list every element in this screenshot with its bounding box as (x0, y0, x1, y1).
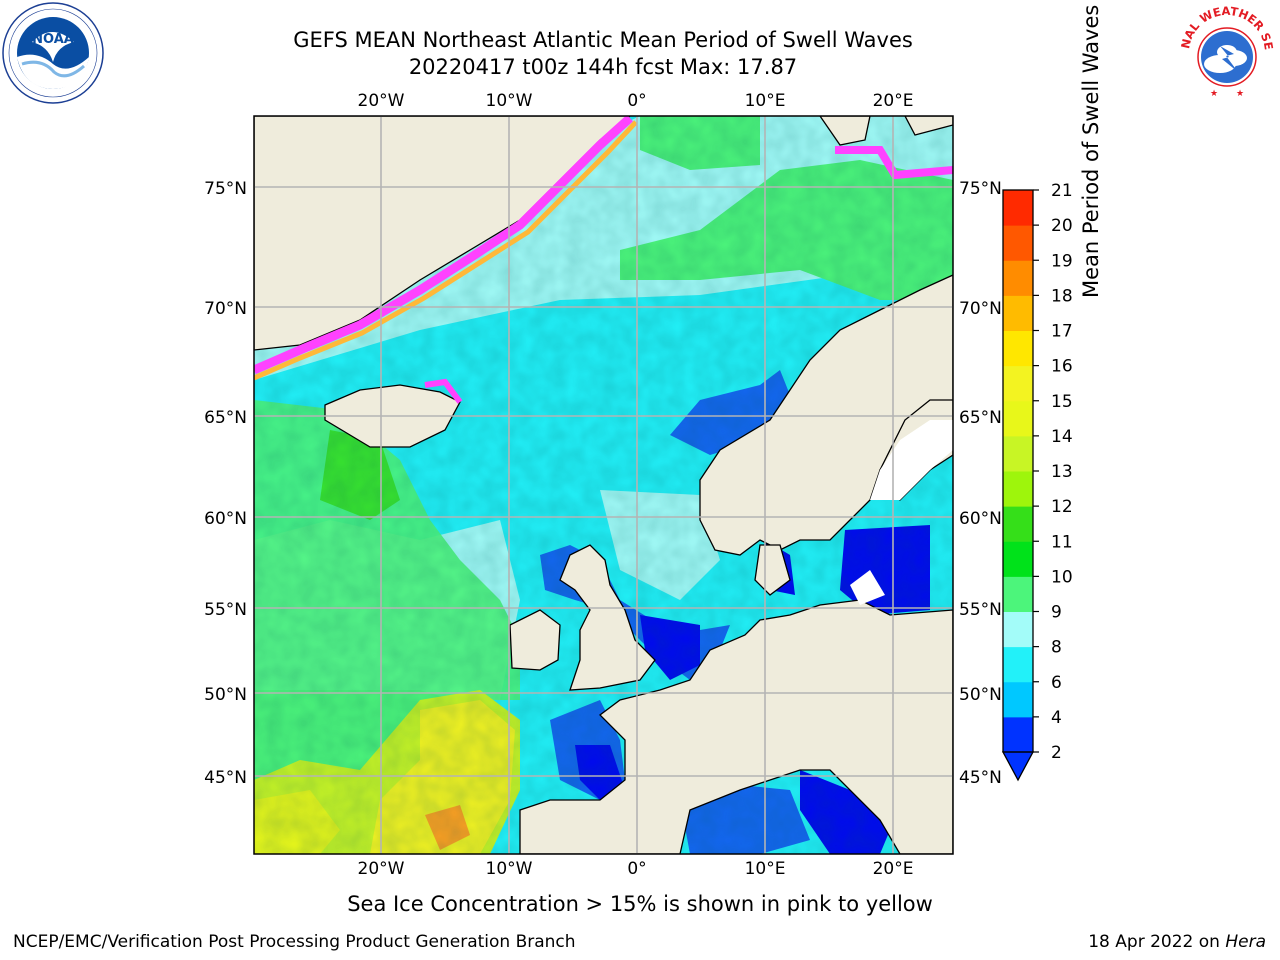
lat-left-label: 75°N (204, 179, 247, 199)
colorbar (1001, 189, 1035, 782)
no-data-bothnia (870, 420, 953, 500)
noaa-logo: NOAA (2, 2, 104, 104)
swell-period-field (254, 116, 953, 854)
colorbar-tick-label: 12 (1051, 497, 1073, 517)
colorbar-segment (1003, 716, 1033, 753)
colorbar-segment (1003, 471, 1033, 507)
colorbar-tick-label: 11 (1051, 532, 1073, 552)
colorbar-segment (1003, 611, 1033, 648)
lon-bottom-label: 0° (627, 859, 646, 879)
denmark (754, 544, 791, 596)
lat-left-label: 45°N (204, 768, 247, 788)
colorbar-ticks: 2 4 6 8 9 10 11 12 13 14 15 16 17 18 19 20 21 (1033, 181, 1073, 763)
lon-bottom-label: 10°W (486, 859, 533, 879)
lat-right-label: 55°N (959, 600, 1002, 620)
colorbar-tick-label: 19 (1051, 251, 1073, 271)
lat-right-label: 75°N (959, 179, 1002, 199)
colorbar-segment (1003, 400, 1033, 437)
no-data-baltic (850, 570, 885, 605)
colorbar-tick-label: 8 (1051, 638, 1062, 658)
ireland (509, 609, 561, 671)
colorbar-tick-label: 9 (1051, 603, 1062, 623)
map-frame (253, 115, 954, 855)
lat-right-label: 50°N (959, 685, 1002, 705)
footer-date: 18 Apr 2022 on Hera (1088, 932, 1266, 952)
land (254, 116, 953, 854)
svalbard-south (819, 116, 871, 146)
colorbar-segment (1003, 646, 1033, 683)
lat-left-label: 70°N (204, 299, 247, 319)
colorbar-segment (1003, 576, 1033, 612)
colorbar-segment (1003, 225, 1033, 261)
footer-credit: NCEP/EMC/Verification Post Processing Pr… (13, 932, 576, 952)
graticule (254, 116, 953, 854)
national-weather-service-logo: NATIONAL WEATHER SERVICE ★ ★ (1176, 2, 1277, 103)
axis-labels: 20°W 10°W 0° 10°E 20°E 20°W 10°W 0° 10°E… (204, 91, 1002, 879)
lat-right-label: 70°N (959, 299, 1002, 319)
colorbar-segment (1003, 506, 1033, 542)
colorbar-tick-label: 14 (1051, 427, 1073, 447)
great-britain (559, 544, 656, 691)
lon-bottom-label: 20°E (873, 859, 914, 879)
colorbar-tick-label: 20 (1051, 216, 1073, 236)
sea-ice-edge-barents (835, 146, 953, 180)
colorbar-tick-label: 10 (1051, 567, 1073, 587)
lat-left-label: 50°N (204, 685, 247, 705)
lat-right-label: 65°N (959, 408, 1002, 428)
map-title-line-2: 20220417 t00z 144h fcst Max: 17.87 (408, 55, 798, 79)
colorbar-segment (1003, 330, 1033, 367)
sea-ice-caption: Sea Ice Concentration > 15% is shown in … (347, 892, 933, 916)
franz-josef (904, 116, 953, 136)
colorbar-tick-label: 21 (1051, 181, 1073, 201)
colorbar-segment (1003, 190, 1033, 226)
lat-left-label: 65°N (204, 408, 247, 428)
lon-bottom-label: 20°W (358, 859, 405, 879)
lon-top-label: 20°W (358, 91, 405, 111)
sea-ice-edge-pink (254, 116, 634, 375)
colorbar-segment (1003, 260, 1033, 296)
lon-top-label: 10°E (745, 91, 786, 111)
footer-date-text: 18 Apr 2022 on (1088, 932, 1226, 952)
colorbar-label: Mean Period of Swell Waves [s] (1079, 0, 1103, 298)
lat-left-label: 60°N (204, 509, 247, 529)
lat-right-label: 60°N (959, 509, 1002, 529)
colorbar-tick-label: 6 (1051, 673, 1062, 693)
continental-europe (519, 599, 953, 854)
lat-right-label: 45°N (959, 768, 1002, 788)
sea-ice-iceland (424, 378, 463, 404)
colorbar-tick-label: 17 (1051, 322, 1073, 342)
lon-top-label: 20°E (873, 91, 914, 111)
lon-bottom-label: 10°E (745, 859, 786, 879)
colorbar-segment (1003, 681, 1033, 718)
colorbar-extend-arrow (1001, 751, 1035, 782)
colorbar-segment (1003, 365, 1033, 402)
map-title-line-1: GEFS MEAN Northeast Atlantic Mean Period… (293, 28, 913, 52)
colorbar-tick-label: 18 (1051, 286, 1073, 306)
footer-host: Hera (1225, 932, 1266, 952)
colorbar-segment (1003, 435, 1033, 472)
colorbar-segment (1003, 541, 1033, 577)
colorbar-tick-label: 4 (1051, 708, 1062, 728)
colorbar-tick-label: 15 (1051, 392, 1073, 412)
colorbar-segment (1003, 295, 1033, 331)
svg-text:NOAA: NOAA (32, 32, 74, 47)
colorbar-tick-label: 13 (1051, 462, 1073, 482)
sea-ice-edge-orange (254, 120, 638, 381)
colorbar-tick-label: 16 (1051, 357, 1073, 377)
colorbar-tick-label: 2 (1051, 743, 1062, 763)
svg-text:★: ★ (1210, 89, 1218, 99)
svg-text:★: ★ (1236, 89, 1244, 99)
lat-left-label: 55°N (204, 600, 247, 620)
lon-top-label: 10°W (486, 91, 533, 111)
lon-top-label: 0° (627, 91, 646, 111)
